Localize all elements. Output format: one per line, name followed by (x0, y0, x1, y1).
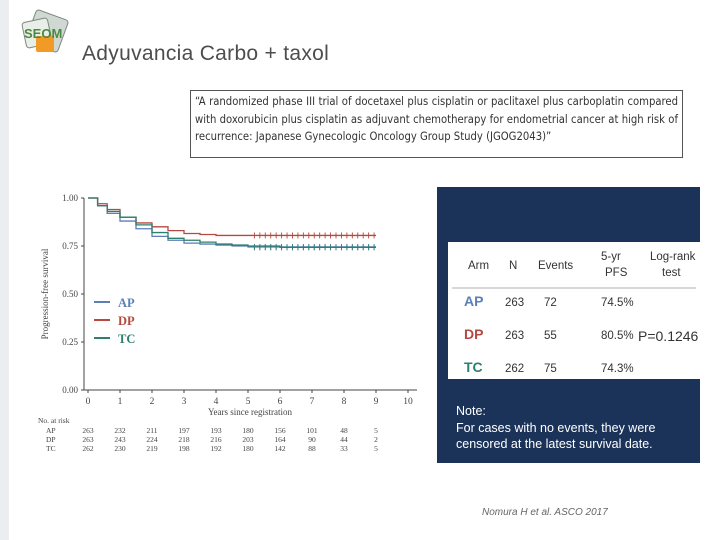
x-tick-label: 6 (278, 397, 283, 407)
risk-table-label: No. at risk (38, 416, 70, 425)
results-figure: Progression-free survival Years since re… (32, 187, 700, 463)
row-events: 75 (544, 363, 557, 375)
risk-cell: 192 (210, 444, 222, 453)
risk-cell: 164 (274, 435, 286, 444)
km-curve-tc (88, 197, 376, 248)
page-title: Adyuvancia Carbo + taxol (82, 42, 330, 65)
x-tick-label: 10 (403, 397, 413, 407)
risk-cell: 216 (210, 435, 222, 444)
left-edge-strip (0, 0, 9, 540)
risk-cell: 180 (242, 426, 254, 435)
header-arm: Arm (468, 260, 489, 272)
risk-cell: 219 (146, 444, 158, 453)
risk-cell: 156 (274, 426, 286, 435)
risk-cell: 193 (210, 426, 222, 435)
risk-cell: 262 (82, 444, 94, 453)
risk-cell: 198 (178, 444, 190, 453)
risk-row-arm: DP (46, 435, 56, 444)
risk-cell: 90 (308, 435, 316, 444)
row-events: 55 (544, 330, 557, 342)
row-n: 263 (505, 297, 524, 309)
note-title: Note: (456, 404, 486, 418)
row-arm-dp: DP (464, 326, 483, 342)
risk-cell: 88 (308, 444, 316, 453)
risk-cell: 224 (146, 435, 158, 444)
study-title-quote: “A randomized phase III trial of docetax… (190, 90, 683, 158)
results-table-svg: Arm N Events 5-yr PFS Log-rank test AP 263 72 74.… (452, 251, 699, 375)
risk-cell: 2 (374, 435, 378, 444)
x-tick-label: 7 (310, 397, 315, 407)
risk-cell: 33 (340, 444, 348, 453)
risk-cell: 230 (114, 444, 126, 453)
x-tick-label: 8 (342, 397, 347, 407)
y-tick-label: 0.25 (62, 337, 78, 347)
y-axis-label: Progression-free survival (40, 248, 50, 339)
row-n: 262 (505, 363, 524, 375)
header-pfs-line1: 5-yr (601, 251, 621, 263)
y-tick-label: 0.75 (62, 241, 78, 251)
header-events: Events (538, 260, 573, 272)
header-pfs-line2: PFS (605, 267, 628, 279)
row-arm-ap: AP (464, 293, 483, 309)
y-tick-label: 1.00 (62, 193, 78, 203)
risk-cell: 180 (242, 444, 254, 453)
y-tick-label: 0.50 (62, 289, 78, 299)
x-tick-label: 2 (150, 397, 155, 407)
note-box: Note: For cases with no events, they wer… (456, 403, 696, 453)
header-logrank-line2: test (662, 267, 681, 279)
logrank-pvalue: P=0.1246 (638, 328, 699, 344)
legend-label-tc: TC (118, 332, 135, 346)
risk-cell: 48 (340, 426, 348, 435)
risk-cell: 263 (82, 435, 94, 444)
km-chart: Progression-free survival Years since re… (38, 193, 417, 453)
y-tick-label: 0.00 (62, 385, 78, 395)
risk-cell: 203 (242, 435, 254, 444)
risk-cell: 243 (114, 435, 126, 444)
risk-cell: 142 (274, 444, 286, 453)
km-plot-panel: Progression-free survival Years since re… (32, 187, 437, 463)
header-n: N (509, 260, 517, 272)
risk-cell: 211 (147, 426, 158, 435)
header-logrank-line1: Log-rank (650, 251, 696, 263)
risk-cell: 232 (114, 426, 126, 435)
risk-cell: 218 (178, 435, 190, 444)
risk-cell: 5 (374, 426, 378, 435)
x-tick-label: 0 (86, 397, 91, 407)
risk-cell: 44 (340, 435, 348, 444)
risk-cell: 263 (82, 426, 94, 435)
risk-cell: 197 (178, 426, 190, 435)
citation: Nomura H et al. ASCO 2017 (482, 507, 608, 518)
x-axis-label: Years since registration (208, 407, 293, 417)
x-tick-label: 3 (182, 397, 187, 407)
legend-label-dp: DP (118, 314, 135, 328)
seom-logo: SEOM (18, 6, 76, 62)
legend-label-ap: AP (118, 296, 135, 310)
x-tick-label: 4 (214, 397, 219, 407)
risk-row-arm: TC (46, 444, 56, 453)
km-curve-ap (88, 197, 376, 248)
row-events: 72 (544, 297, 557, 309)
results-table: Arm N Events 5-yr PFS Log-rank test AP 263 72 74.… (448, 242, 700, 379)
risk-row-arm: AP (46, 426, 56, 435)
logo-text: SEOM (24, 26, 62, 41)
row-pfs: 74.3% (601, 363, 634, 375)
row-pfs: 74.5% (601, 297, 634, 309)
row-n: 263 (505, 330, 524, 342)
risk-cell: 5 (374, 444, 378, 453)
x-tick-label: 9 (374, 397, 379, 407)
row-arm-tc: TC (464, 359, 483, 375)
x-tick-label: 5 (246, 397, 251, 407)
x-tick-label: 1 (118, 397, 123, 407)
risk-cell: 101 (306, 426, 318, 435)
row-pfs: 80.5% (601, 330, 634, 342)
note-text: For cases with no events, they were cens… (456, 420, 656, 452)
